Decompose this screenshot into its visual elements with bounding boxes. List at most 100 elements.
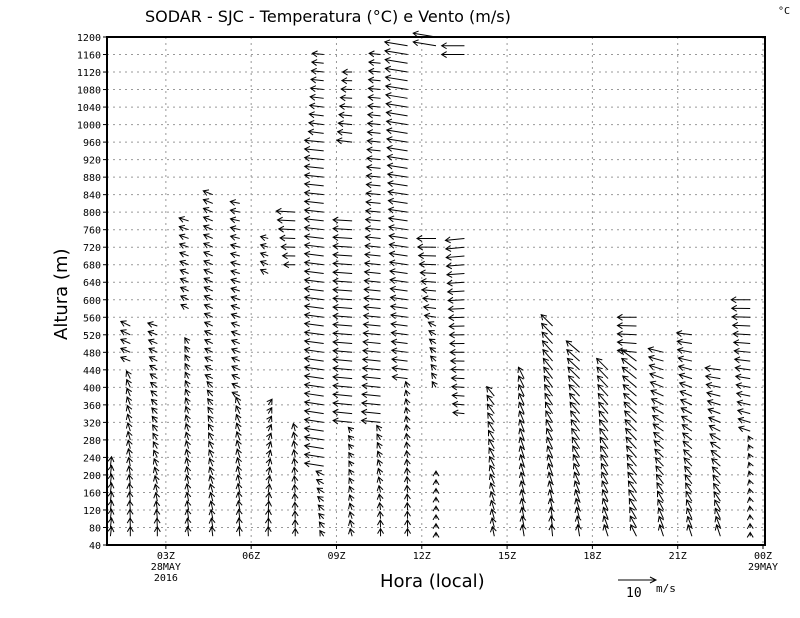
wind-vector: [427, 321, 437, 328]
wind-vector: [307, 128, 324, 136]
wind-vector: [600, 462, 609, 476]
wind-vector: [230, 330, 240, 337]
wind-vector: [376, 467, 384, 476]
wind-vector: [652, 431, 664, 441]
wind-vector: [571, 436, 581, 449]
wind-vector: [208, 449, 215, 458]
wind-vector: [388, 241, 408, 249]
wind-vector: [332, 356, 353, 364]
wind-vector: [445, 262, 465, 270]
wind-vector: [125, 404, 133, 414]
wind-vector: [517, 392, 525, 406]
wind-vector: [367, 67, 381, 75]
wind-vector: [629, 506, 637, 519]
wind-vector: [567, 366, 580, 379]
wind-vector: [125, 413, 133, 423]
wind-vector: [303, 285, 324, 293]
wind-vector: [387, 189, 408, 196]
wind-vector: [429, 347, 437, 354]
wind-vector: [202, 198, 213, 205]
wind-vector: [303, 338, 324, 345]
wind-vector: [367, 85, 381, 93]
wind-vector: [403, 484, 411, 493]
wind-vector: [418, 260, 437, 268]
wind-vector: [736, 408, 751, 415]
wind-vector: [447, 305, 465, 313]
wind-vector: [230, 277, 240, 285]
y-axis: 40 80 120 160 200 240 280 320 360 400 440 480 520 560…: [77, 33, 107, 552]
wind-vector: [153, 474, 160, 484]
wind-vector: [235, 413, 242, 423]
wind-vector: [519, 515, 527, 528]
wind-vector: [712, 482, 721, 493]
wind-vector: [519, 523, 527, 537]
wind-vector: [571, 427, 581, 441]
wind-vector: [126, 517, 134, 528]
wind-vector: [347, 435, 355, 442]
wind-vector: [709, 441, 721, 450]
wind-vector: [107, 525, 115, 537]
wind-vector: [184, 345, 191, 353]
wind-vector: [650, 397, 664, 406]
wind-vector: [179, 259, 189, 267]
wind-vector: [376, 493, 384, 502]
wind-vector: [685, 490, 693, 502]
wind-vector: [348, 485, 355, 493]
wind-vector: [678, 381, 693, 388]
wind-vector: [598, 418, 609, 432]
wind-vector: [655, 465, 664, 476]
wind-vector: [179, 268, 189, 275]
wind-vector: [423, 312, 437, 320]
wind-vector: [735, 382, 751, 390]
wind-vector: [388, 250, 408, 258]
wind-vector: [376, 484, 384, 493]
wind-vector: [152, 457, 160, 467]
y-tick-label: 1120: [77, 68, 101, 79]
wind-vector: [390, 321, 408, 328]
wind-vector: [151, 407, 158, 414]
wind-vector: [235, 456, 242, 467]
wind-vector: [332, 216, 353, 224]
wind-vector: [713, 490, 721, 502]
wind-vector: [365, 181, 381, 189]
wind-vector: [386, 162, 408, 170]
wind-vector: [573, 480, 581, 493]
wind-vector: [517, 375, 525, 388]
wind-vector: [208, 508, 216, 519]
wind-vector: [207, 414, 214, 423]
wind-vector: [546, 436, 554, 449]
wind-vector: [486, 403, 495, 414]
wind-vector: [291, 492, 299, 502]
wind-vector: [622, 392, 637, 406]
wind-vector: [332, 373, 353, 381]
wind-vector: [303, 215, 324, 223]
wind-vector: [387, 197, 408, 205]
x-tick-label: 18Z: [583, 551, 601, 562]
wind-vector: [291, 457, 299, 467]
wind-vector: [184, 362, 191, 371]
y-tick-label: 800: [83, 208, 101, 219]
wind-vector: [303, 198, 324, 206]
x-tick-label: 00Z: [754, 551, 772, 562]
wind-vector: [385, 92, 408, 99]
wind-vector: [151, 415, 158, 423]
wind-vector: [303, 172, 324, 180]
wind-vector: [488, 464, 496, 476]
wind-vector: [208, 474, 215, 484]
wind-vector: [148, 356, 158, 363]
wind-vector: [599, 436, 609, 449]
wind-vector: [624, 419, 637, 432]
wind-vector: [737, 416, 751, 424]
wind-vector: [348, 527, 355, 537]
wind-vector: [184, 414, 191, 423]
wind-vector: [125, 387, 132, 397]
wind-vector: [152, 432, 159, 441]
wind-vector: [265, 500, 272, 511]
wind-vector: [184, 500, 192, 511]
wind-vector: [445, 253, 465, 261]
wind-vector: [682, 449, 693, 458]
wind-vector: [733, 356, 751, 364]
wind-vector: [368, 50, 381, 58]
wind-vector: [707, 407, 721, 415]
